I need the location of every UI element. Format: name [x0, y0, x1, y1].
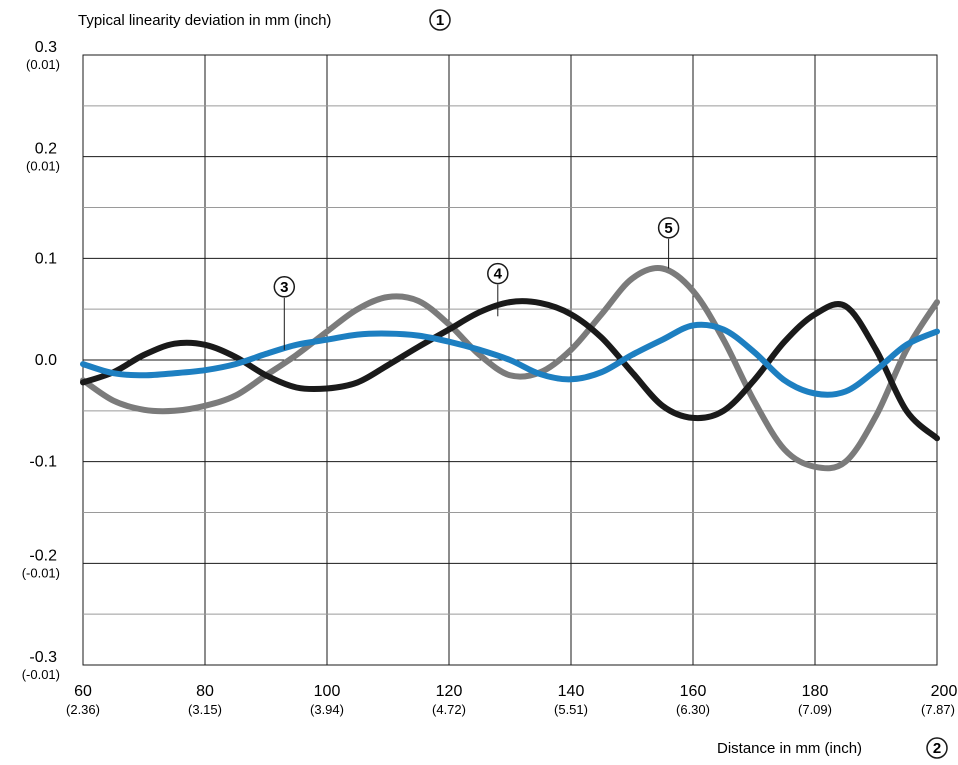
- annotation-circle: [657, 217, 680, 239]
- y-tick-value: -0.2: [29, 547, 57, 564]
- x-tick-inch: (7.09): [798, 702, 832, 717]
- y-axis-title-marker-number: 1: [436, 12, 444, 29]
- x-tick-inch: (2.36): [66, 702, 100, 717]
- x-tick-label: 60 (2.36): [66, 683, 100, 717]
- x-tick-inch: (3.15): [188, 702, 222, 717]
- series-line-5: [80, 265, 940, 472]
- series-annotations: 3 4 5: [273, 217, 680, 350]
- x-axis-title-text: Distance in mm (inch): [717, 740, 862, 757]
- x-axis-title-marker-number: 2: [933, 740, 941, 757]
- x-tick-label: 80 (3.15): [188, 683, 222, 717]
- y-tick-label: 0.1: [35, 250, 57, 267]
- x-tick-value: 100: [314, 683, 341, 700]
- x-tick-value: 80: [196, 683, 214, 700]
- annotation-number: 5: [664, 220, 672, 237]
- y-tick-label: 0.0: [35, 352, 57, 369]
- y-tick-value: 0.2: [35, 141, 57, 158]
- series-annotation-4: 4: [487, 262, 509, 317]
- y-tick-inch: (0.01): [26, 57, 60, 72]
- y-axis-title: Typical linearity deviation in mm (inch)…: [78, 9, 451, 31]
- series-line-3: [80, 298, 940, 442]
- y-tick-value: -0.3: [29, 649, 57, 666]
- x-tick-inch: (4.72): [432, 702, 466, 717]
- x-axis-title: Distance in mm (inch) 2: [717, 737, 948, 759]
- annotation-circle: [273, 276, 296, 298]
- y-axis-title-marker-circle: [429, 9, 451, 31]
- x-axis-title-marker-circle: [926, 737, 948, 759]
- y-tick-inch: (-0.01): [22, 667, 60, 682]
- y-tick-label: 0.3(0.01): [26, 39, 60, 72]
- x-tick-value: 200: [931, 683, 958, 700]
- y-tick-label: -0.2(-0.01): [22, 547, 60, 580]
- x-tick-label: 200 (7.87): [921, 683, 957, 717]
- y-tick-inch: (0.01): [26, 159, 60, 174]
- x-tick-inch: (7.87): [921, 702, 955, 717]
- x-tick-value: 180: [802, 683, 829, 700]
- x-tick-value: 120: [436, 683, 463, 700]
- grid: [82, 54, 938, 666]
- x-tick-value: 140: [558, 683, 585, 700]
- x-tick-label: 100 (3.94): [310, 683, 344, 717]
- x-tick-inch: (5.51): [554, 702, 588, 717]
- y-tick-inch: (-0.01): [22, 565, 60, 580]
- x-tick-label: 120 (4.72): [432, 683, 466, 717]
- x-tick-value: 60: [74, 683, 92, 700]
- y-tick-label: -0.3(-0.01): [22, 649, 60, 682]
- annotation-circle: [487, 262, 509, 285]
- y-tick-label: 0.2(0.01): [26, 141, 60, 174]
- y-tick-value: 0.3: [35, 39, 57, 56]
- x-tick-inch: (3.94): [310, 702, 344, 717]
- x-tick-label: 180 (7.09): [798, 683, 832, 717]
- tick-labels: 0.3(0.01)0.2(0.01)0.10.0-0.1-0.2(-0.01)-…: [22, 39, 958, 717]
- x-tick-label: 140 (5.51): [554, 683, 588, 717]
- series-annotation-3: 3: [273, 276, 296, 350]
- annotation-number: 3: [280, 279, 288, 296]
- annotation-number: 4: [494, 266, 503, 283]
- series-annotation-5: 5: [657, 217, 680, 269]
- x-tick-label: 160 (6.30): [676, 683, 710, 717]
- y-axis-title-text: Typical linearity deviation in mm (inch): [78, 12, 331, 29]
- x-tick-value: 160: [680, 683, 707, 700]
- y-tick-value: 0.0: [35, 352, 57, 369]
- series-line-4: [80, 321, 940, 398]
- y-tick-value: 0.1: [35, 250, 57, 267]
- y-tick-value: -0.1: [29, 454, 57, 471]
- x-tick-inch: (6.30): [676, 702, 710, 717]
- y-tick-label: -0.1: [29, 454, 57, 471]
- series-lines: [80, 265, 940, 472]
